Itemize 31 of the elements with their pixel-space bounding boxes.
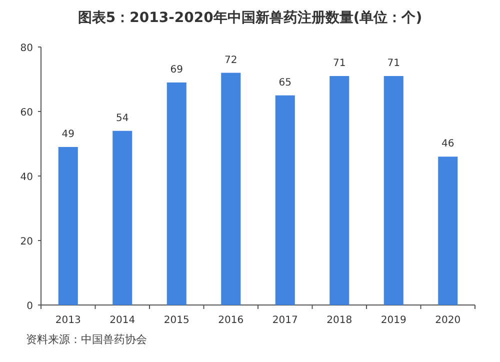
bar (166, 82, 186, 305)
bar (112, 130, 132, 305)
data-label: 49 (62, 128, 74, 140)
bar (330, 76, 350, 305)
data-label: 54 (116, 112, 129, 124)
text: 资料来源：中国兽药协会 (26, 333, 147, 346)
y-tick-label: 20 (20, 236, 33, 248)
data-label: 46 (442, 138, 454, 150)
y-tick-label: 80 (20, 43, 33, 54)
x-tick-label: 2013 (55, 315, 81, 326)
data-label: 65 (278, 77, 292, 88)
y-tick-label: 40 (20, 172, 33, 183)
bar (275, 95, 295, 305)
x-tick-label: 2020 (435, 315, 461, 326)
chart-title: 图表5：2013-2020年中国新兽药注册数量(单位：个) (78, 9, 422, 26)
data-label: 72 (224, 54, 238, 66)
x-tick-label: 2018 (326, 315, 352, 326)
bar (384, 76, 404, 305)
x-tick-label: 2015 (164, 315, 190, 326)
bar (58, 146, 78, 305)
x-tick-label: 2017 (272, 315, 298, 326)
y-tick-label: 0 (26, 301, 33, 312)
bar (221, 72, 241, 305)
data-label: 69 (170, 64, 183, 76)
x-tick-label: 2014 (110, 315, 136, 326)
bar (438, 156, 458, 305)
y-tick-label: 60 (20, 108, 33, 118)
x-tick-label: 2019 (380, 315, 406, 326)
data-label: 71 (333, 58, 346, 70)
x-tick-label: 2016 (218, 315, 244, 326)
data-label: 71 (387, 58, 400, 70)
